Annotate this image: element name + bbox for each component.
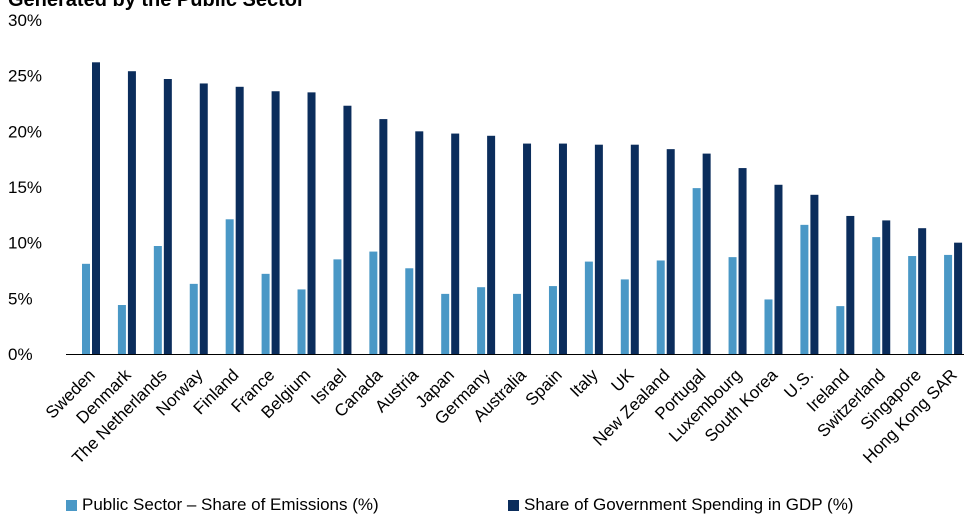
y-tick-label: 20% bbox=[8, 122, 42, 141]
bar-spending bbox=[127, 71, 136, 355]
bar-spending bbox=[415, 131, 424, 354]
legend-item-emissions: Public Sector – Share of Emissions (%) bbox=[66, 495, 379, 515]
bar-spending bbox=[523, 143, 532, 354]
bar-spending bbox=[666, 149, 675, 354]
bar-emissions bbox=[477, 287, 486, 354]
bar-emissions bbox=[441, 293, 450, 354]
bar-emissions bbox=[548, 286, 557, 354]
bar-spending bbox=[343, 105, 352, 354]
bar-spending bbox=[235, 86, 244, 355]
bar-emissions bbox=[405, 268, 414, 354]
bar-emissions bbox=[692, 188, 701, 354]
y-tick-label: 5% bbox=[8, 289, 33, 308]
bar-spending bbox=[702, 153, 711, 354]
bar-emissions bbox=[225, 219, 234, 354]
bar-spending bbox=[810, 194, 819, 354]
bar-spending bbox=[954, 242, 963, 354]
legend-item-spending: Share of Government Spending in GDP (%) bbox=[508, 495, 853, 515]
bar-emissions bbox=[656, 260, 665, 354]
bar-emissions bbox=[513, 293, 522, 354]
y-tick-label: 10% bbox=[8, 234, 42, 253]
bar-spending bbox=[738, 168, 747, 354]
bar-spending bbox=[882, 220, 891, 354]
bar-spending bbox=[92, 62, 100, 354]
bar-emissions bbox=[189, 283, 198, 354]
bar-emissions bbox=[944, 254, 953, 354]
chart-title: Generated by the Public Sector bbox=[8, 0, 305, 11]
y-tick-label: 25% bbox=[8, 67, 42, 86]
y-tick-label: 15% bbox=[8, 178, 42, 197]
bar-emissions bbox=[153, 246, 162, 354]
bar-emissions bbox=[82, 263, 90, 354]
y-tick-label: 0% bbox=[8, 345, 33, 364]
bar-emissions bbox=[333, 259, 342, 354]
bar-spending bbox=[558, 143, 567, 354]
bar-spending bbox=[774, 184, 783, 354]
bar-spending bbox=[379, 119, 388, 354]
bar-emissions bbox=[908, 256, 917, 354]
bar-spending bbox=[163, 79, 172, 355]
bar-spending bbox=[199, 83, 208, 355]
bar-emissions bbox=[872, 237, 881, 354]
x-tick-label: Italy bbox=[566, 365, 602, 401]
bar-emissions bbox=[369, 251, 378, 354]
bar-spending bbox=[594, 144, 603, 354]
bar-emissions bbox=[836, 306, 845, 354]
bar-emissions bbox=[620, 279, 629, 354]
x-tick-label: Spain bbox=[522, 365, 566, 409]
legend-swatch-emissions bbox=[66, 499, 77, 511]
legend-label-emissions: Public Sector – Share of Emissions (%) bbox=[82, 495, 379, 514]
bar-spending bbox=[451, 133, 460, 354]
bar-emissions bbox=[764, 299, 773, 354]
legend-label-spending: Share of Government Spending in GDP (%) bbox=[524, 495, 854, 514]
bar-emissions bbox=[800, 224, 809, 354]
bar-spending bbox=[307, 92, 316, 354]
bar-spending bbox=[271, 91, 280, 355]
chart-legend: Public Sector – Share of Emissions (%) S… bbox=[0, 495, 964, 517]
bar-spending bbox=[918, 228, 927, 354]
bar-spending bbox=[487, 135, 496, 354]
legend-swatch-spending bbox=[508, 499, 519, 511]
bar-emissions bbox=[261, 273, 270, 354]
bar-spending bbox=[846, 215, 855, 354]
y-tick-label: 30% bbox=[8, 11, 42, 30]
bar-spending bbox=[630, 144, 639, 354]
bar-emissions bbox=[728, 257, 737, 354]
bar-emissions bbox=[117, 305, 126, 354]
bar-emissions bbox=[297, 289, 306, 354]
bar-emissions bbox=[584, 261, 593, 354]
